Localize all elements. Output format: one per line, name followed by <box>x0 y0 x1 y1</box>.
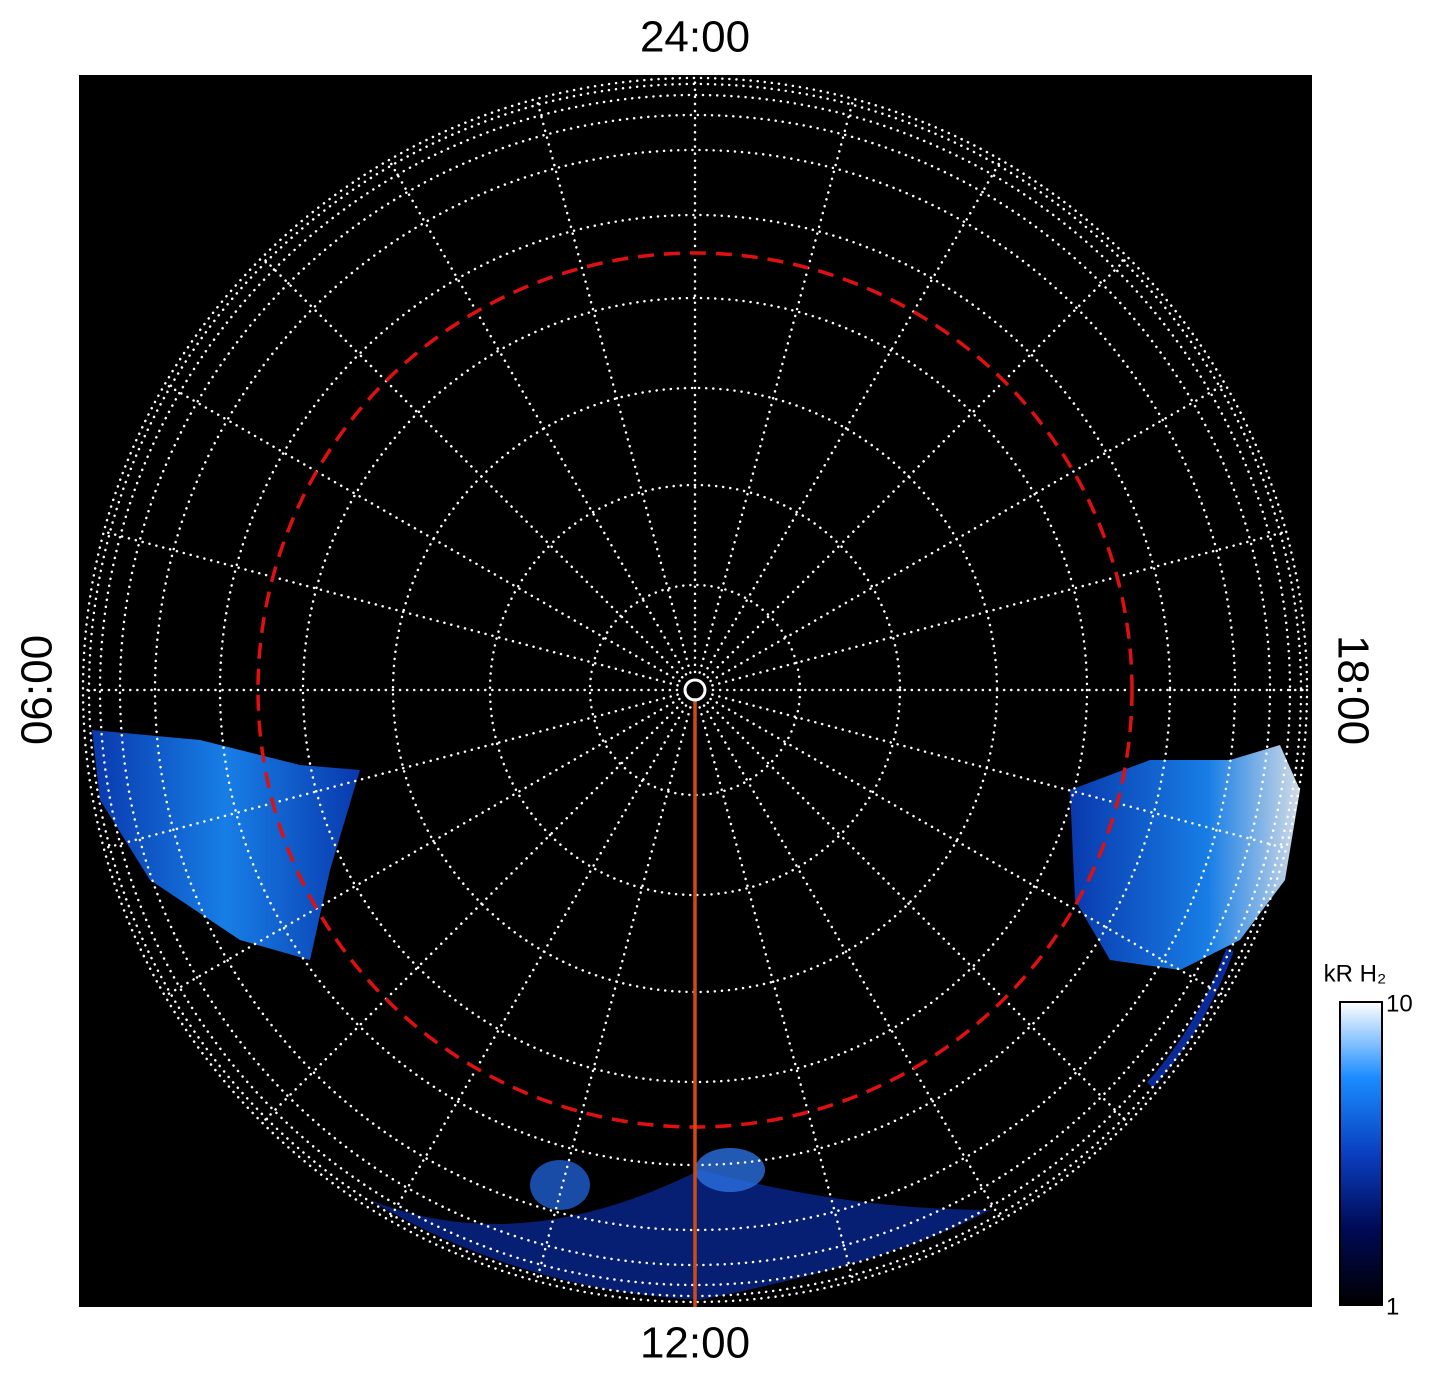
meridian <box>535 97 692 674</box>
time-label-right: 18:00 <box>1328 635 1377 745</box>
latitude-circle <box>588 583 802 797</box>
meridian <box>706 256 1129 679</box>
meridian <box>702 158 1003 676</box>
meridian <box>387 704 688 1222</box>
emission <box>92 730 1300 1300</box>
latitude-circle <box>153 148 1237 1232</box>
emission-arc <box>1147 948 1234 1088</box>
latitude-circle <box>488 483 902 897</box>
colorbar-tick-label: 1 <box>1386 1293 1399 1320</box>
colorbar-tick-label: 10 <box>1386 990 1413 1017</box>
meridian <box>261 701 684 1124</box>
meridian <box>163 382 681 683</box>
time-label-bottom: 12:00 <box>640 1319 750 1368</box>
emission-dusk <box>1070 745 1300 970</box>
meridian <box>698 97 855 674</box>
colorbar-label: kR H₂ <box>1324 960 1387 987</box>
meridian <box>698 706 855 1283</box>
time-label-top: 24:00 <box>640 13 750 62</box>
meridian <box>709 697 1227 998</box>
latitude-circle <box>118 113 1272 1267</box>
colorbar <box>1339 1001 1383 1306</box>
latitude-circle <box>301 296 1089 1084</box>
latitude-circle <box>98 93 1292 1287</box>
meridian <box>709 382 1227 683</box>
meridian <box>711 693 1288 850</box>
emission-noon <box>370 1170 990 1300</box>
latitude-circle <box>81 76 1309 1304</box>
emission-patch <box>530 1160 590 1210</box>
meridian <box>163 697 681 998</box>
meridian <box>706 701 1129 1124</box>
meridian <box>702 704 1003 1222</box>
meridian <box>711 530 1288 687</box>
emission-patch <box>695 1148 765 1192</box>
emission-dawn <box>92 730 360 960</box>
time-label-left: 06:00 <box>13 635 62 745</box>
meridian <box>102 530 679 687</box>
pole-marker <box>683 678 707 702</box>
meridian <box>261 256 684 679</box>
meridian <box>535 706 692 1283</box>
meridian <box>102 693 679 850</box>
meridian <box>387 158 688 676</box>
